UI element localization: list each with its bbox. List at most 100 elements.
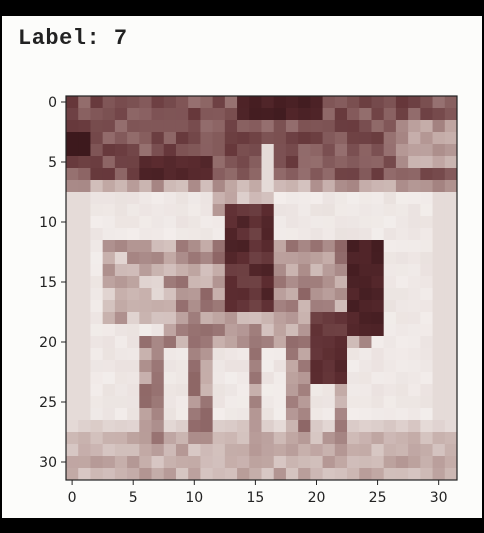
pixel: [66, 372, 79, 385]
pixel: [359, 144, 372, 157]
pixel: [78, 288, 91, 301]
pixel: [224, 348, 238, 361]
pixel: [383, 336, 397, 349]
pixel: [261, 240, 275, 253]
pixel: [261, 300, 275, 313]
pixel: [347, 252, 360, 265]
pixel: [334, 300, 348, 313]
pixel: [408, 156, 421, 169]
pixel: [90, 228, 104, 241]
pixel: [163, 360, 177, 373]
pixel: [298, 120, 311, 133]
pixel: [371, 432, 385, 445]
pixel: [261, 432, 275, 445]
pixel: [78, 264, 91, 277]
pixel: [151, 420, 165, 433]
pixel: [188, 288, 201, 301]
pixel: [334, 240, 348, 253]
pixel: [249, 300, 262, 313]
pixel: [310, 252, 323, 265]
pixel: [175, 336, 189, 349]
pixel: [334, 432, 348, 445]
pixel: [273, 432, 287, 445]
pixel: [273, 228, 287, 241]
pixel: [298, 444, 311, 457]
pixel: [163, 96, 177, 109]
pixel: [237, 168, 250, 181]
pixel: [114, 204, 128, 217]
pixel: [273, 456, 287, 469]
pixel: [163, 288, 177, 301]
pixel: [90, 252, 104, 265]
pixel: [285, 312, 299, 325]
pixel: [139, 192, 152, 205]
pixel: [408, 300, 421, 313]
pixel: [310, 276, 323, 289]
pixel: [224, 432, 238, 445]
pixel: [66, 408, 79, 421]
pixel: [188, 240, 201, 253]
pixel: [347, 264, 360, 277]
pixel: [200, 444, 214, 457]
pixel: [298, 420, 311, 433]
pixel: [359, 444, 372, 457]
pixel: [347, 132, 360, 145]
pixel: [90, 360, 104, 373]
pixel: [261, 276, 275, 289]
pixel: [273, 444, 287, 457]
pixel: [383, 216, 397, 229]
pixel: [334, 324, 348, 337]
pixel: [212, 456, 226, 469]
pixel: [66, 348, 79, 361]
pixel: [359, 156, 372, 169]
pixel: [66, 96, 79, 109]
pixel: [151, 288, 165, 301]
pixel: [408, 336, 421, 349]
pixel: [420, 276, 433, 289]
pixel: [163, 324, 177, 337]
pixel: [334, 204, 348, 217]
pixel: [114, 96, 128, 109]
y-tick-label: 15: [39, 275, 57, 291]
pixel: [237, 144, 250, 157]
pixel: [420, 144, 433, 157]
pixel: [237, 468, 250, 481]
pixel: [78, 132, 91, 145]
pixel: [347, 408, 360, 421]
pixel: [408, 144, 421, 157]
pixel: [127, 276, 140, 289]
pixel: [78, 444, 91, 457]
pixel: [432, 216, 446, 229]
pixel: [224, 120, 238, 133]
pixel: [114, 468, 128, 481]
pixel: [249, 408, 262, 421]
pixel: [334, 360, 348, 373]
pixel: [127, 252, 140, 265]
pixel: [444, 348, 458, 361]
pixel: [127, 420, 140, 433]
pixel: [298, 408, 311, 421]
pixel: [322, 408, 336, 421]
pixel: [163, 312, 177, 325]
pixel: [432, 300, 446, 313]
pixel: [261, 216, 275, 229]
pixel: [237, 216, 250, 229]
pixel: [163, 336, 177, 349]
pixel: [322, 360, 336, 373]
pixel: [151, 168, 165, 181]
pixel: [200, 264, 214, 277]
pixel: [249, 396, 262, 409]
pixel: [322, 252, 336, 265]
pixel: [322, 180, 336, 193]
pixel: [175, 396, 189, 409]
pixel: [334, 468, 348, 481]
pixel: [127, 216, 140, 229]
pixel: [408, 456, 421, 469]
pixel: [334, 384, 348, 397]
pixel: [90, 276, 104, 289]
pixel: [175, 276, 189, 289]
pixel: [237, 276, 250, 289]
pixel: [163, 276, 177, 289]
pixel: [102, 456, 116, 469]
